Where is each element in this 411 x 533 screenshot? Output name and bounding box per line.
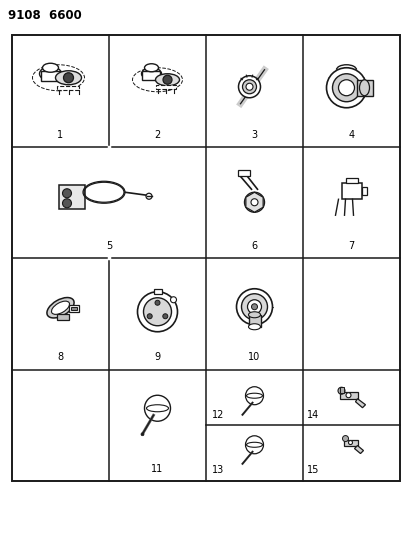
Text: 6: 6 bbox=[252, 241, 258, 251]
Ellipse shape bbox=[44, 69, 58, 79]
Ellipse shape bbox=[155, 74, 180, 86]
Text: 15: 15 bbox=[307, 465, 319, 475]
Text: 2: 2 bbox=[155, 130, 161, 140]
Text: 3: 3 bbox=[252, 130, 258, 140]
Circle shape bbox=[346, 393, 351, 398]
Bar bbox=[155, 85, 175, 89]
Bar bbox=[362, 187, 367, 195]
Polygon shape bbox=[246, 192, 263, 212]
Bar bbox=[59, 185, 85, 209]
Circle shape bbox=[332, 74, 360, 102]
Ellipse shape bbox=[51, 301, 69, 314]
Ellipse shape bbox=[146, 405, 169, 412]
Circle shape bbox=[242, 294, 268, 320]
Bar bbox=[249, 315, 261, 327]
Bar bbox=[339, 392, 358, 399]
Bar bbox=[346, 178, 358, 183]
Ellipse shape bbox=[42, 63, 58, 72]
Circle shape bbox=[326, 68, 367, 108]
Ellipse shape bbox=[246, 83, 253, 90]
Text: 5: 5 bbox=[106, 241, 112, 251]
Circle shape bbox=[62, 189, 72, 198]
Ellipse shape bbox=[238, 76, 261, 98]
Circle shape bbox=[147, 314, 152, 319]
Ellipse shape bbox=[145, 64, 159, 72]
Ellipse shape bbox=[360, 80, 369, 96]
Text: 4: 4 bbox=[349, 130, 355, 140]
Circle shape bbox=[163, 314, 168, 319]
Ellipse shape bbox=[55, 71, 81, 85]
Text: 12: 12 bbox=[212, 409, 224, 419]
Circle shape bbox=[141, 433, 144, 436]
Ellipse shape bbox=[247, 442, 263, 447]
Circle shape bbox=[145, 395, 171, 421]
Circle shape bbox=[146, 193, 152, 199]
Circle shape bbox=[163, 75, 172, 84]
Polygon shape bbox=[355, 446, 363, 454]
Ellipse shape bbox=[249, 312, 261, 318]
Text: 9: 9 bbox=[155, 352, 161, 362]
Bar bbox=[56, 314, 69, 320]
Circle shape bbox=[236, 289, 272, 325]
Ellipse shape bbox=[249, 324, 261, 330]
Ellipse shape bbox=[47, 297, 74, 318]
Circle shape bbox=[338, 387, 345, 394]
Ellipse shape bbox=[141, 68, 162, 80]
Circle shape bbox=[247, 300, 261, 314]
Bar bbox=[339, 387, 344, 393]
Ellipse shape bbox=[39, 67, 62, 81]
Ellipse shape bbox=[32, 64, 85, 91]
Ellipse shape bbox=[132, 68, 182, 92]
Bar bbox=[69, 305, 79, 312]
Circle shape bbox=[155, 300, 160, 305]
Bar bbox=[141, 71, 159, 80]
Circle shape bbox=[349, 441, 353, 445]
Circle shape bbox=[252, 304, 258, 310]
Text: 14: 14 bbox=[307, 409, 319, 419]
Circle shape bbox=[143, 298, 171, 326]
Text: 11: 11 bbox=[151, 464, 164, 474]
Text: 10: 10 bbox=[248, 352, 261, 362]
Text: 8: 8 bbox=[58, 352, 64, 362]
Text: 7: 7 bbox=[349, 241, 355, 251]
Ellipse shape bbox=[242, 80, 256, 94]
Bar bbox=[344, 440, 358, 446]
Bar bbox=[356, 80, 372, 96]
Circle shape bbox=[62, 199, 72, 208]
Bar bbox=[12, 35, 400, 481]
Bar bbox=[56, 86, 79, 90]
Text: 9108  6600: 9108 6600 bbox=[8, 9, 82, 22]
Bar bbox=[71, 307, 76, 310]
Circle shape bbox=[245, 387, 263, 405]
Circle shape bbox=[245, 436, 263, 454]
Ellipse shape bbox=[145, 70, 157, 78]
Circle shape bbox=[342, 435, 349, 441]
Ellipse shape bbox=[247, 393, 263, 398]
Polygon shape bbox=[356, 399, 365, 408]
Bar bbox=[41, 71, 60, 81]
Circle shape bbox=[64, 72, 74, 83]
Circle shape bbox=[138, 292, 178, 332]
Ellipse shape bbox=[245, 192, 265, 212]
Text: 13: 13 bbox=[212, 465, 224, 475]
Bar bbox=[238, 170, 249, 176]
Text: 1: 1 bbox=[58, 130, 64, 140]
Ellipse shape bbox=[249, 196, 261, 208]
Bar bbox=[342, 183, 362, 199]
Ellipse shape bbox=[251, 199, 258, 206]
Bar bbox=[153, 289, 162, 294]
Circle shape bbox=[339, 80, 355, 96]
Circle shape bbox=[171, 297, 176, 303]
